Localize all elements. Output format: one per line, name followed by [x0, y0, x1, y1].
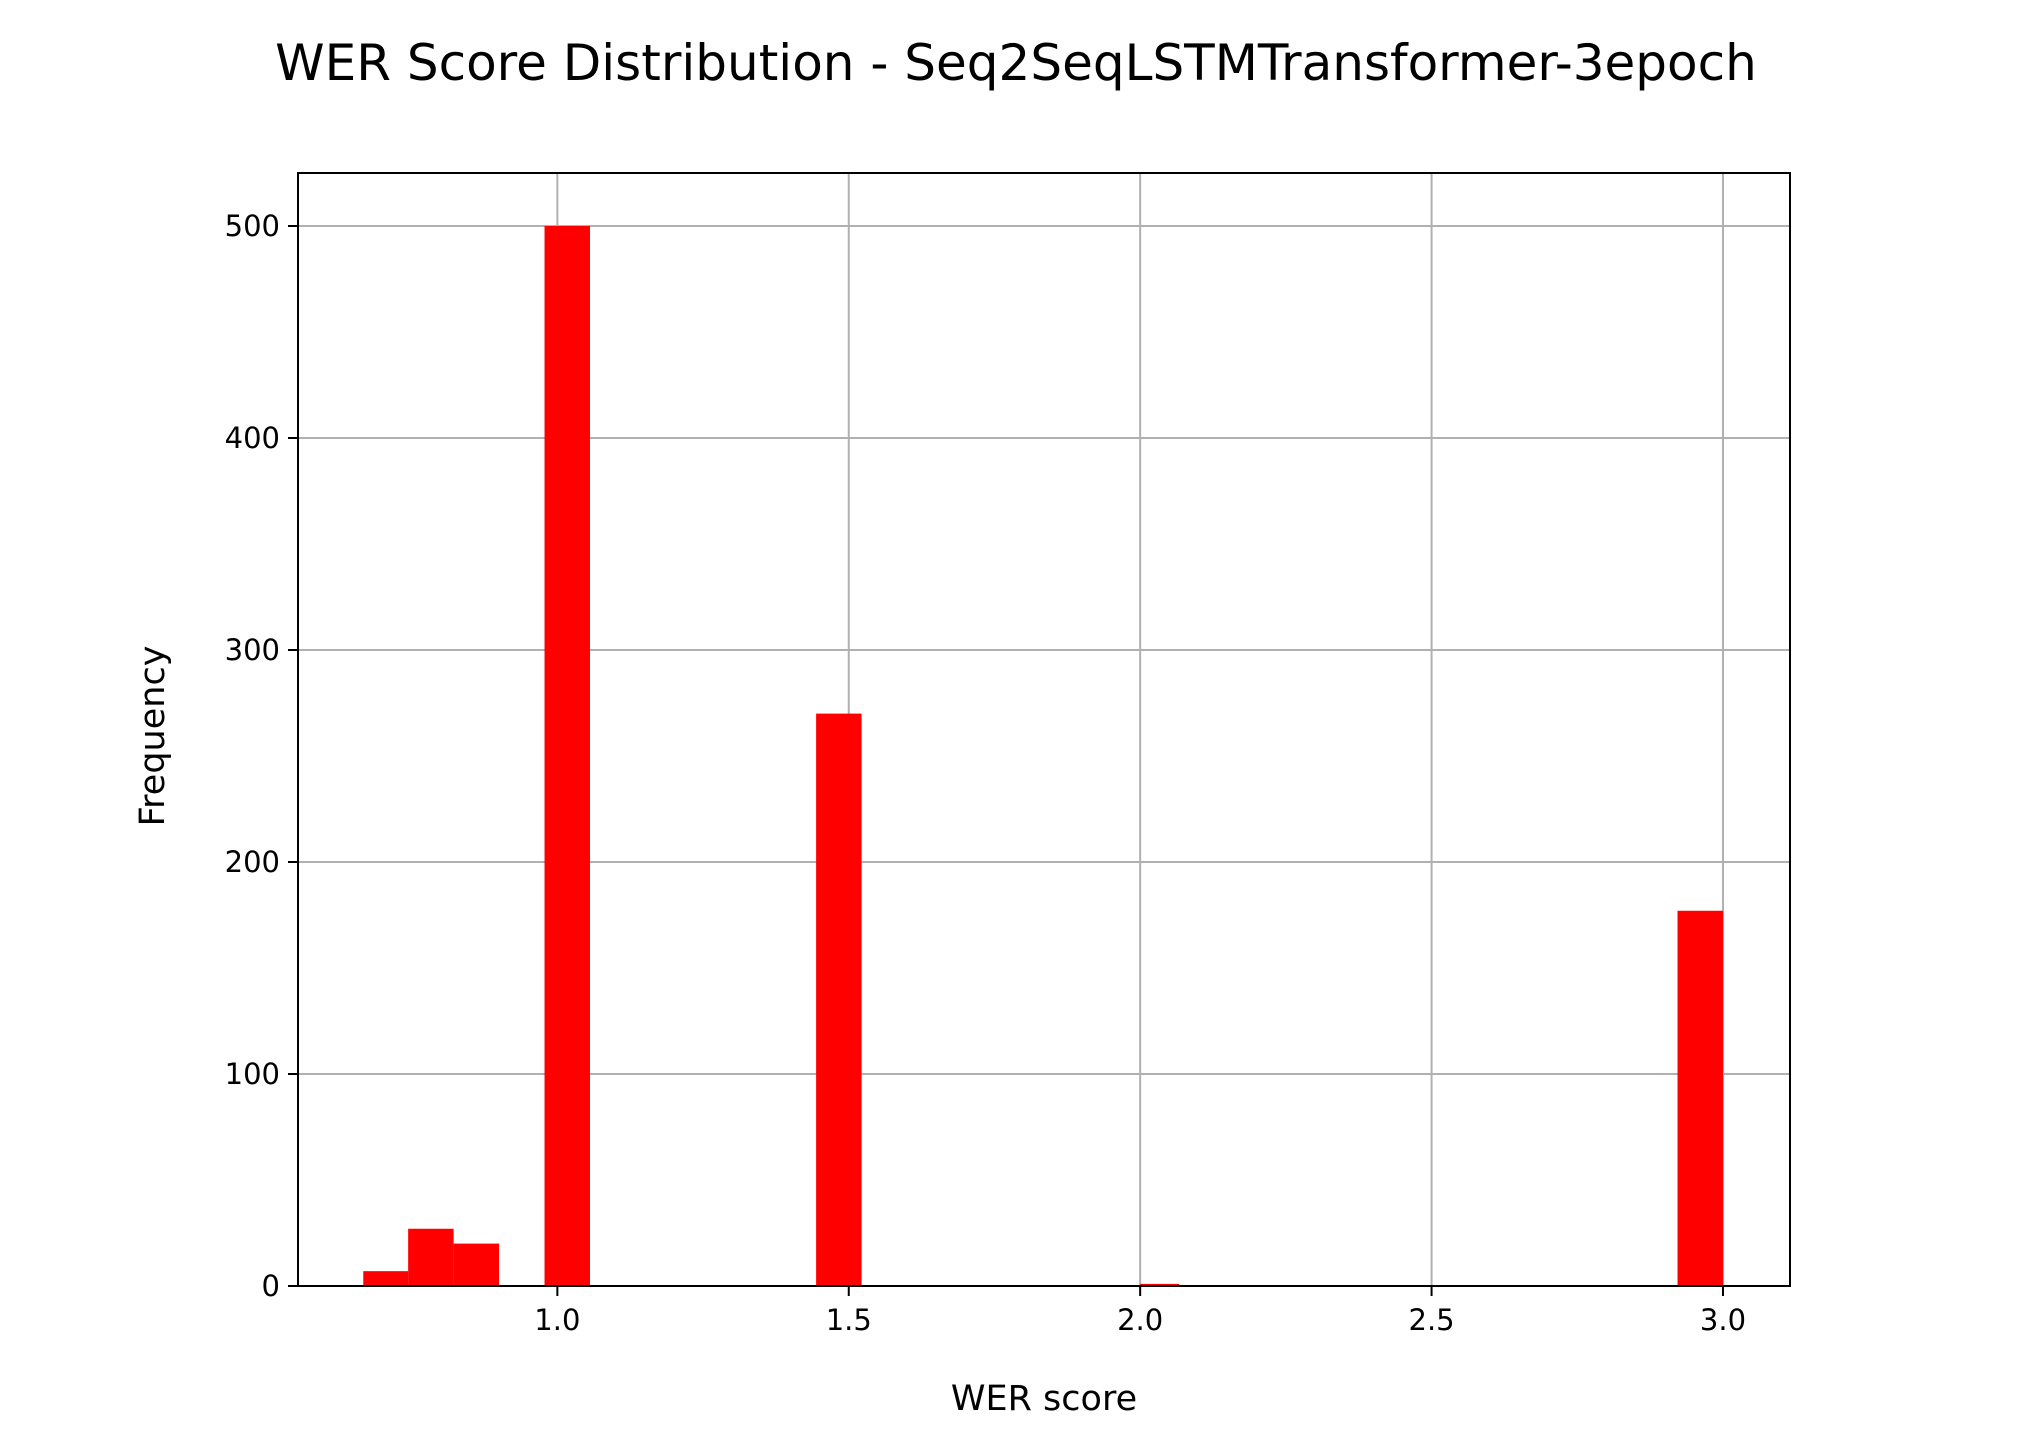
y-tick-label: 500 — [225, 209, 280, 243]
histogram-bars — [363, 226, 1723, 1286]
histogram-bar — [1677, 910, 1723, 1286]
histogram-bar — [363, 1271, 409, 1286]
y-axis-label: Frequency — [133, 646, 173, 827]
histogram-bar — [408, 1228, 454, 1286]
chart-title: WER Score Distribution - Seq2SeqLSTMTran… — [275, 34, 1757, 92]
x-axis-ticks: 1.0 1.5 2.0 2.5 3.0 — [534, 1286, 1746, 1337]
x-tick-label: 2.0 — [1117, 1303, 1163, 1337]
histogram-bar — [1140, 1283, 1180, 1286]
x-tick-label: 1.5 — [826, 1303, 872, 1337]
x-tick-label: 2.5 — [1409, 1303, 1455, 1337]
y-tick-label: 300 — [225, 633, 280, 667]
y-tick-label: 200 — [225, 845, 280, 879]
x-axis-label: WER score — [951, 1379, 1137, 1419]
histogram-bar — [453, 1243, 500, 1286]
histogram-bar — [816, 713, 862, 1286]
y-tick-label: 0 — [262, 1269, 280, 1303]
y-tick-label: 100 — [225, 1057, 280, 1091]
x-tick-label: 3.0 — [1700, 1303, 1746, 1337]
histogram-bar — [544, 226, 590, 1286]
plot-frame — [297, 172, 1791, 1287]
y-axis-ticks: 0 100 200 300 400 500 — [225, 209, 298, 1303]
y-tick-label: 400 — [225, 421, 280, 455]
x-tick-label: 1.0 — [534, 1303, 580, 1337]
